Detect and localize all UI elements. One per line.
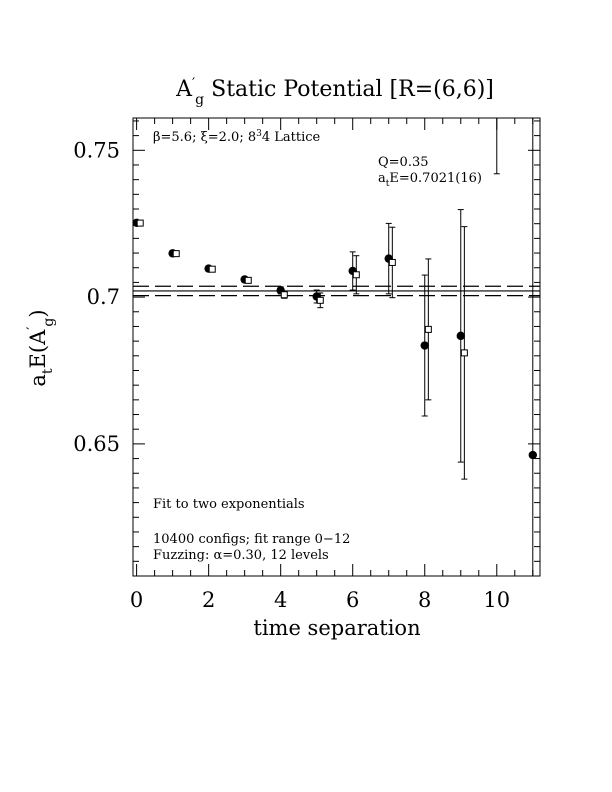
data-point-square [388,258,396,266]
data-point-square [208,265,216,273]
energy-annotation: atE=0.7021(16) [378,171,482,189]
x-tick-label: 0 [130,588,143,612]
y-tick-label: 0.75 [73,138,120,162]
chart-title: A′g Static Potential [R=(6,6)] [175,76,494,108]
data-point-circle [528,450,537,460]
x-tick-label: 10 [483,588,510,612]
y-tick-label: 0.65 [73,432,120,456]
x-tick-label: 8 [418,588,431,612]
data-point-square [460,349,468,357]
x-tick-label: 2 [202,588,215,612]
data-point-circle [420,341,429,350]
fuzzing-label: Fuzzing: α=0.30, 12 levels [153,548,329,563]
data-point-square [244,276,252,284]
data-point-square [424,325,432,333]
data-point-square [136,219,144,227]
q-annotation: Q=0.35 [378,155,429,170]
data-point-square [172,250,180,258]
data-point-square [280,291,288,299]
data-point-circle [456,331,465,341]
y-axis-label: atE(A′g) [25,309,57,386]
lattice-annotation: β=5.6; ξ=2.0; 834 Lattice [153,129,321,145]
y-tick-label: 0.7 [87,285,120,309]
configs-label: 10400 configs; fit range 0−12 [153,532,350,547]
x-axis-label: time separation [253,616,420,640]
x-tick-label: 4 [274,588,287,612]
plot-frame [132,117,541,577]
fit-label: Fit to two exponentials [153,497,305,512]
data-point-square [352,271,360,279]
x-tick-label: 6 [346,588,359,612]
data-point-square [316,296,324,304]
